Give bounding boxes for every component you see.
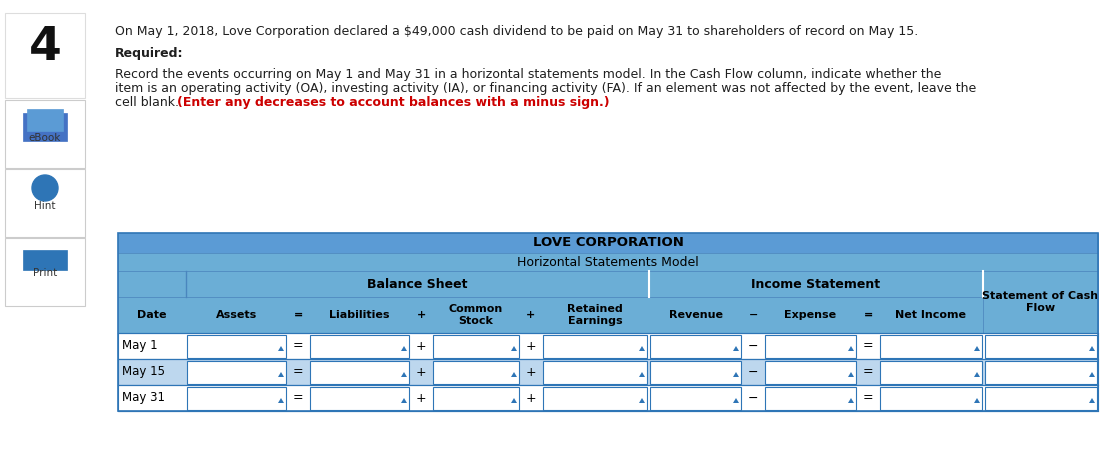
Bar [118, 233, 1098, 253]
Bar [27, 109, 63, 131]
Bar [118, 297, 983, 333]
Bar [311, 387, 409, 409]
Bar [434, 334, 519, 357]
Text: Hint: Hint [34, 201, 55, 211]
Bar [118, 333, 1098, 359]
Text: May 31: May 31 [122, 392, 165, 405]
Text: −: − [747, 392, 759, 405]
Text: (Enter any decreases to account balances with a minus sign.): (Enter any decreases to account balances… [177, 96, 610, 109]
Text: +: + [527, 310, 536, 320]
Text: Common
Stock: Common Stock [449, 304, 503, 326]
Bar [6, 238, 85, 306]
Text: =: = [293, 365, 304, 378]
Text: −: − [747, 339, 759, 352]
Bar [118, 271, 649, 297]
Bar [650, 361, 741, 383]
Text: Revenue: Revenue [669, 310, 723, 320]
Text: Balance Sheet: Balance Sheet [367, 277, 468, 290]
Bar [6, 13, 85, 98]
Text: Income Statement: Income Statement [751, 277, 881, 290]
Bar [187, 334, 286, 357]
Text: May 15: May 15 [122, 365, 165, 378]
Text: =: = [293, 392, 304, 405]
Text: Date: Date [138, 310, 166, 320]
Text: +: + [417, 310, 426, 320]
Bar [879, 387, 981, 409]
Bar [650, 334, 741, 357]
Bar [985, 361, 1097, 383]
Text: Net Income: Net Income [895, 310, 966, 320]
Bar [118, 233, 1098, 411]
Bar [983, 271, 1098, 333]
Text: item is an operating activity (OA), investing activity (IA), or financing activi: item is an operating activity (OA), inve… [115, 82, 976, 95]
Bar [543, 334, 647, 357]
Bar [650, 387, 741, 409]
Bar [6, 100, 85, 168]
Bar [187, 361, 286, 383]
Bar [23, 250, 67, 270]
Bar [118, 385, 1098, 411]
Text: =: = [294, 310, 303, 320]
Bar [543, 387, 647, 409]
Text: +: + [526, 392, 537, 405]
Bar [985, 387, 1097, 409]
Text: On May 1, 2018, Love Corporation declared a $49,000 cash dividend to be paid on : On May 1, 2018, Love Corporation declare… [115, 25, 918, 38]
Text: =: = [863, 392, 874, 405]
Text: 4: 4 [29, 25, 61, 70]
Text: May 1: May 1 [122, 339, 157, 352]
Bar [879, 334, 981, 357]
Text: =: = [864, 310, 873, 320]
Text: −: − [747, 365, 759, 378]
Text: eBook: eBook [29, 133, 61, 143]
Text: cell blank.: cell blank. [115, 96, 183, 109]
Bar [434, 361, 519, 383]
Text: +: + [416, 339, 427, 352]
Bar [23, 113, 67, 141]
Text: −: − [749, 310, 757, 320]
Bar [985, 334, 1097, 357]
Bar [118, 253, 1098, 271]
Bar [765, 361, 856, 383]
Text: +: + [526, 365, 537, 378]
Bar [765, 334, 856, 357]
Text: LOVE CORPORATION: LOVE CORPORATION [532, 237, 683, 250]
Text: =: = [863, 339, 874, 352]
Bar [434, 387, 519, 409]
Bar [187, 387, 286, 409]
Text: +: + [416, 365, 427, 378]
Text: +: + [526, 339, 537, 352]
Bar [311, 334, 409, 357]
Text: +: + [416, 392, 427, 405]
Text: Retained
Earnings: Retained Earnings [567, 304, 623, 326]
Text: =: = [863, 365, 874, 378]
Bar [765, 387, 856, 409]
Text: Statement of Cash
Flow: Statement of Cash Flow [983, 291, 1099, 313]
Bar [6, 169, 85, 237]
Text: =: = [293, 339, 304, 352]
Text: Record the events occurring on May 1 and May 31 in a horizontal statements model: Record the events occurring on May 1 and… [115, 68, 942, 81]
Text: Liabilities: Liabilities [329, 310, 390, 320]
Bar [879, 361, 981, 383]
Text: Assets: Assets [216, 310, 257, 320]
Bar [118, 359, 1098, 385]
Bar [543, 361, 647, 383]
Circle shape [32, 175, 58, 201]
Bar [649, 271, 983, 297]
Text: Horizontal Statements Model: Horizontal Statements Model [517, 256, 699, 269]
Text: Expense: Expense [784, 310, 836, 320]
Text: Print: Print [33, 268, 58, 278]
Bar [311, 361, 409, 383]
Text: Required:: Required: [115, 47, 183, 60]
